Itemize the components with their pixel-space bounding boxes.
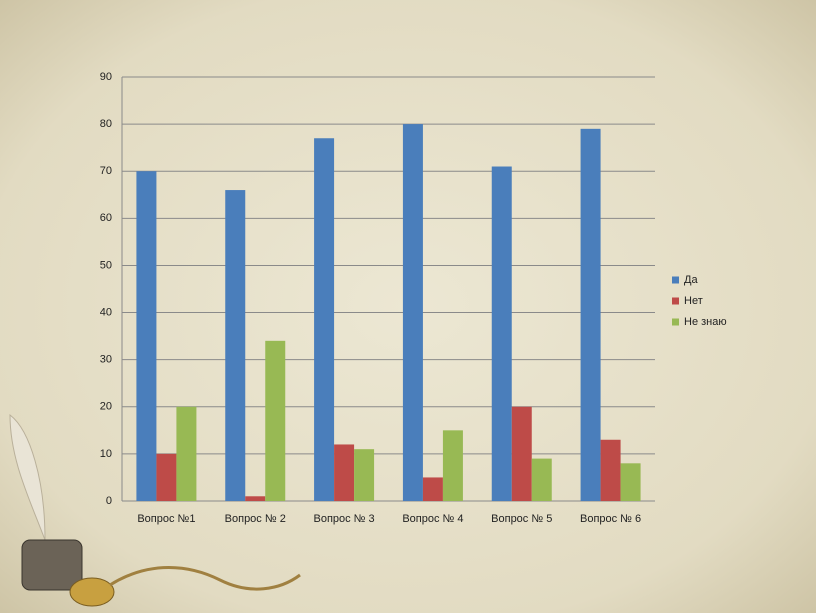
y-tick-label: 90: [100, 71, 112, 83]
y-tick-label: 20: [100, 401, 112, 413]
bar: [531, 458, 552, 501]
y-tick-label: 80: [100, 118, 112, 130]
y-tick-label: 60: [100, 212, 112, 224]
bar: [620, 463, 641, 501]
y-tick-label: 0: [106, 495, 112, 507]
bar: [491, 166, 512, 501]
bar: [354, 449, 375, 501]
bar: [442, 430, 463, 501]
y-tick-label: 70: [100, 165, 112, 177]
y-tick-label: 40: [100, 306, 112, 318]
bar: [422, 477, 443, 501]
x-tick-label: Вопрос №1: [137, 513, 195, 525]
bar: [580, 128, 601, 502]
bar: [511, 406, 532, 501]
x-tick-label: Вопрос № 3: [313, 513, 374, 525]
chart: 0 10 20 30 40 50 60 70 80 90 Вопрос №1 Вопрос № 2 Во…: [100, 71, 727, 525]
bar: [156, 453, 177, 501]
bar: [314, 138, 335, 501]
x-tick-label: Вопрос № 5: [491, 513, 552, 525]
x-tick-label: Вопрос № 2: [225, 513, 286, 525]
quill-decoration: [9, 413, 301, 607]
bar: [225, 190, 246, 502]
y-tick-label: 10: [100, 448, 112, 460]
x-tick-label: Вопрос № 6: [580, 513, 641, 525]
y-tick-label: 30: [100, 354, 112, 366]
y-tick-label: 50: [100, 259, 112, 271]
legend-label: Не знаю: [684, 316, 727, 328]
bar: [334, 444, 355, 501]
legend-swatch: [672, 297, 679, 305]
bar: [176, 406, 197, 501]
bar: [245, 496, 266, 501]
legend-swatch: [672, 276, 679, 284]
bar: [402, 124, 423, 501]
legend-label: Нет: [684, 295, 703, 307]
x-tick-label: Вопрос № 4: [402, 513, 463, 525]
bar: [600, 439, 621, 501]
legend-label: Да: [684, 274, 698, 286]
bar: [136, 171, 157, 501]
bar: [265, 340, 286, 501]
legend-swatch: [672, 318, 679, 326]
